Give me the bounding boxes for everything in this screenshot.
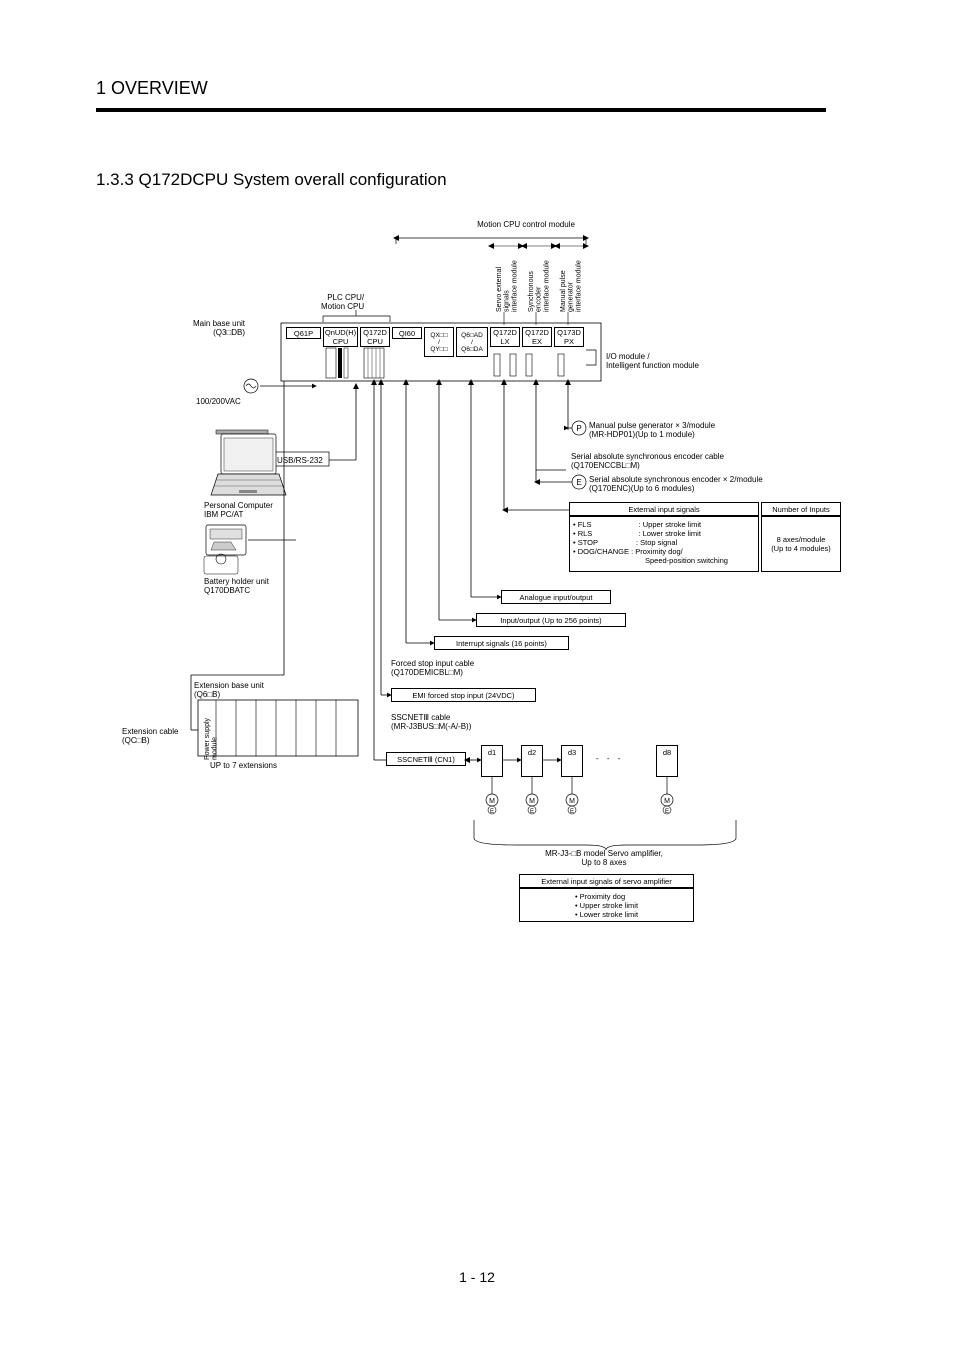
system-diagram: Motion CPU control module Servo external… [96, 220, 846, 1020]
svg-text:M: M [529, 798, 535, 805]
section-title: 1.3.3 Q172DCPU System overall configurat… [96, 170, 447, 190]
svg-text:M: M [569, 798, 575, 805]
chapter-header: 1 OVERVIEW [96, 78, 208, 99]
svg-text:M: M [664, 798, 670, 805]
chapter-divider [96, 108, 826, 112]
diagram-svg: P E M E M E [96, 220, 846, 1020]
page-number: 1 - 12 [0, 1269, 954, 1285]
svg-text:E: E [490, 809, 494, 815]
svg-text:P: P [576, 424, 581, 433]
svg-text:E: E [576, 478, 581, 487]
svg-text:M: M [489, 798, 495, 805]
svg-text:E: E [530, 809, 534, 815]
svg-text:E: E [570, 809, 574, 815]
svg-text:E: E [665, 809, 669, 815]
